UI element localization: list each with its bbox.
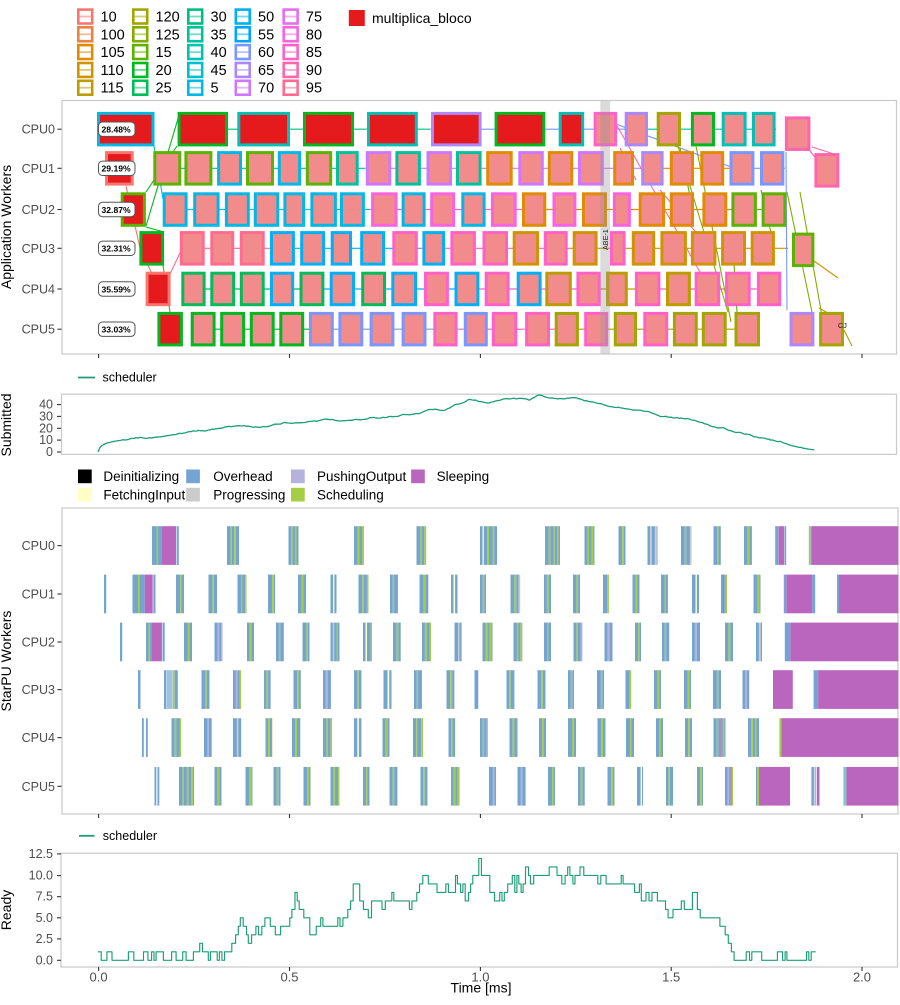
svg-text:CPU0: CPU0 — [22, 539, 55, 553]
svg-text:scheduler: scheduler — [103, 829, 157, 843]
svg-text:70: 70 — [258, 81, 274, 97]
svg-text:15: 15 — [156, 45, 172, 61]
svg-text:95: 95 — [306, 81, 322, 97]
svg-text:0: 0 — [46, 445, 53, 459]
svg-text:25: 25 — [156, 81, 172, 97]
svg-text:Ready: Ready — [0, 890, 14, 930]
svg-text:scheduler: scheduler — [103, 371, 157, 385]
svg-text:90: 90 — [306, 63, 322, 79]
svg-text:32.87%: 32.87% — [102, 205, 132, 215]
svg-text:CPU5: CPU5 — [22, 323, 55, 337]
svg-text:35: 35 — [211, 27, 227, 43]
svg-text:105: 105 — [101, 45, 125, 61]
svg-text:33.03%: 33.03% — [102, 325, 132, 335]
svg-text:110: 110 — [101, 63, 124, 79]
svg-text:20: 20 — [39, 421, 53, 435]
svg-text:65: 65 — [258, 63, 274, 79]
svg-text:7.5: 7.5 — [36, 890, 53, 904]
svg-text:80: 80 — [306, 27, 322, 43]
svg-text:Progressing: Progressing — [213, 487, 285, 502]
svg-text:CPU2: CPU2 — [22, 203, 55, 217]
svg-text:30: 30 — [211, 10, 227, 26]
svg-text:1.0: 1.0 — [471, 970, 489, 985]
svg-text:CPU0: CPU0 — [22, 123, 55, 137]
svg-text:85: 85 — [306, 45, 322, 61]
svg-text:10: 10 — [101, 10, 117, 26]
svg-text:Submitted: Submitted — [0, 393, 14, 456]
svg-text:5: 5 — [211, 81, 219, 97]
svg-text:40: 40 — [211, 45, 227, 61]
svg-text:CJ: CJ — [838, 321, 847, 330]
svg-text:CPU3: CPU3 — [22, 242, 55, 256]
svg-text:1.5: 1.5 — [662, 970, 680, 985]
svg-text:120: 120 — [156, 10, 180, 26]
svg-text:CPU3: CPU3 — [22, 683, 55, 697]
svg-text:Overhead: Overhead — [213, 469, 272, 484]
svg-text:20: 20 — [156, 63, 172, 79]
svg-text:CPU1: CPU1 — [22, 588, 55, 602]
svg-text:CPU4: CPU4 — [22, 283, 55, 297]
svg-text:100: 100 — [101, 27, 125, 43]
svg-text:29.19%: 29.19% — [102, 164, 132, 174]
svg-text:55: 55 — [258, 27, 274, 43]
svg-text:0.0: 0.0 — [36, 953, 53, 967]
svg-text:45: 45 — [211, 63, 227, 79]
svg-text:28.48%: 28.48% — [102, 125, 132, 135]
svg-text:115: 115 — [101, 81, 124, 97]
svg-text:35.59%: 35.59% — [102, 284, 132, 294]
svg-text:PushingOutput: PushingOutput — [317, 469, 407, 484]
svg-text:32.31%: 32.31% — [102, 244, 132, 254]
svg-text:Deinitializing: Deinitializing — [103, 469, 179, 484]
svg-text:75: 75 — [306, 10, 322, 26]
svg-text:0.5: 0.5 — [280, 970, 298, 985]
svg-text:40: 40 — [39, 398, 53, 412]
svg-text:FetchingInput: FetchingInput — [103, 487, 185, 502]
svg-text:12.5: 12.5 — [29, 847, 53, 861]
svg-text:StarPU Workers: StarPU Workers — [0, 611, 14, 712]
svg-text:Sleeping: Sleeping — [437, 469, 490, 484]
svg-text:CPU2: CPU2 — [22, 636, 55, 650]
svg-text:30: 30 — [39, 409, 53, 423]
svg-text:CPU4: CPU4 — [22, 731, 55, 745]
svg-text:50: 50 — [258, 10, 274, 26]
svg-text:CPU5: CPU5 — [22, 780, 55, 794]
svg-text:2.5: 2.5 — [36, 932, 53, 946]
svg-text:Scheduling: Scheduling — [317, 487, 384, 502]
svg-text:Application Workers: Application Workers — [0, 165, 14, 289]
svg-text:multiplica_bloco: multiplica_bloco — [372, 10, 472, 26]
svg-text:5.0: 5.0 — [36, 911, 53, 925]
svg-text:125: 125 — [156, 27, 180, 43]
svg-text:Time [ms]: Time [ms] — [451, 980, 512, 996]
svg-text:ABE-1: ABE-1 — [601, 229, 610, 250]
svg-text:2.0: 2.0 — [853, 970, 871, 985]
svg-text:60: 60 — [258, 45, 274, 61]
svg-text:0.0: 0.0 — [90, 970, 108, 985]
svg-text:10: 10 — [39, 433, 53, 447]
svg-text:CPU1: CPU1 — [22, 162, 55, 176]
svg-text:10.0: 10.0 — [29, 869, 53, 883]
